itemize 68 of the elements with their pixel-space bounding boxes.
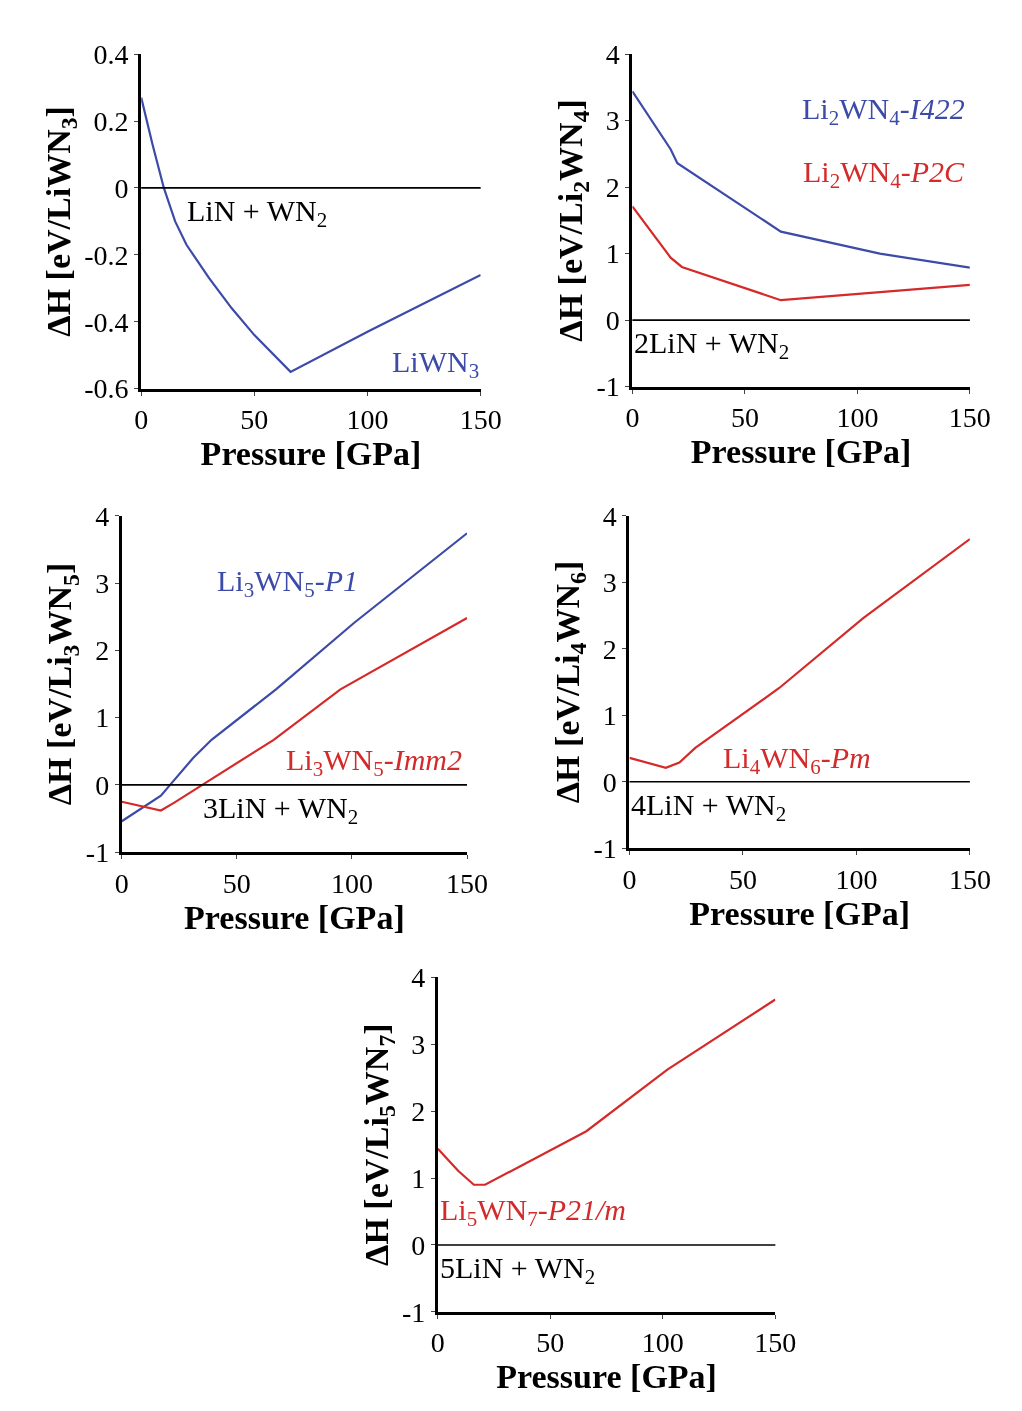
- x-tick-label: 100: [835, 863, 878, 895]
- series-label: Li$_{4}$WN$_{6}$-Pm: [723, 741, 871, 780]
- y-tick-label: 2: [605, 171, 620, 203]
- series-label: Li$_{5}$WN$_{7}$-P21/m: [440, 1193, 626, 1232]
- text: Li$_{2}$WN$_{4}$-P2C: [803, 155, 965, 194]
- y-tick-label: -1: [401, 1296, 426, 1328]
- series-label: Li$_{3}$WN$_{5}$-P1: [217, 564, 358, 603]
- y-tick-label: -0.6: [84, 373, 129, 405]
- x-tick-label: 50: [222, 867, 251, 899]
- y-tick-label: -1: [593, 833, 617, 865]
- y-tick-label: 4: [411, 962, 426, 994]
- ref-line-label: 5LiN + WN$_{2}$: [440, 1251, 596, 1290]
- series-label: Li$_{3}$WN$_{5}$-Imm2: [286, 743, 462, 782]
- x-tick-label: 100: [641, 1327, 684, 1359]
- y-tick-label: 3: [605, 105, 620, 137]
- y-tick-label: 1: [95, 702, 110, 734]
- y-tick-label: 2: [602, 633, 617, 665]
- y-tick-label: 0: [114, 172, 129, 204]
- x-tick-label: 50: [730, 402, 759, 434]
- x-tick-label: 100: [836, 402, 879, 434]
- x-tick-label: 0: [134, 404, 149, 436]
- x-axis-title: Pressure [GPa]: [690, 433, 912, 471]
- y-tick-label: -0.2: [84, 239, 129, 271]
- y-tick-label: 0: [602, 766, 617, 798]
- y-tick-label: 3: [411, 1029, 426, 1061]
- line-series: [632, 90, 970, 269]
- ref-line-label: 3LiN + WN$_{2}$: [203, 791, 359, 830]
- y-tick-label: 0.2: [93, 105, 129, 137]
- x-axis-title: Pressure [GPa]: [200, 435, 422, 473]
- y-tick-label: 3: [602, 567, 617, 599]
- x-tick-label: 100: [346, 404, 389, 436]
- y-tick-label: 0: [411, 1229, 426, 1261]
- line-series: [121, 532, 468, 823]
- x-tick-label: 100: [330, 867, 373, 899]
- x-tick-label: 150: [754, 1327, 797, 1359]
- line-series: [437, 998, 776, 1186]
- x-tick-label: 150: [459, 404, 502, 436]
- y-tick-label: 0: [605, 304, 620, 336]
- series-label: LiWN$_{3}$: [392, 345, 480, 384]
- line-series: [632, 205, 970, 302]
- y-tick-label: 4: [605, 38, 620, 70]
- y-tick-label: 1: [605, 238, 620, 270]
- x-tick-label: 50: [240, 404, 269, 436]
- x-axis-title: Pressure [GPa]: [496, 1358, 717, 1396]
- y-tick-label: 2: [411, 1095, 426, 1127]
- y-tick-label: 2: [95, 635, 110, 667]
- y-tick-label: 4: [602, 500, 617, 532]
- x-tick-label: 150: [948, 863, 991, 895]
- y-tick-label: -1: [596, 371, 620, 403]
- y-tick-label: 1: [411, 1162, 426, 1194]
- ref-line-label: LiN + WN$_{2}$: [187, 194, 328, 233]
- y-tick-label: 4: [95, 500, 110, 532]
- ref-line-label: 2LiN + WN$_{2}$: [634, 326, 790, 365]
- text: Li$_{2}$WN$_{4}$-I422: [802, 92, 965, 131]
- x-axis-title: Pressure [GPa]: [689, 894, 910, 932]
- x-axis-title: Pressure [GPa]: [184, 898, 405, 936]
- ref-line-label: 4LiN + WN$_{2}$: [631, 788, 787, 827]
- x-tick-label: 0: [625, 402, 640, 434]
- x-tick-label: 50: [728, 863, 757, 895]
- x-tick-label: 150: [446, 867, 489, 899]
- y-tick-label: -0.4: [84, 306, 129, 338]
- y-tick-label: 3: [95, 567, 110, 599]
- y-tick-label: 0: [95, 769, 110, 801]
- x-tick-label: 150: [948, 402, 991, 434]
- y-tick-label: -1: [85, 836, 110, 868]
- x-tick-label: 50: [536, 1327, 565, 1359]
- y-tick-label: 1: [602, 700, 617, 732]
- y-tick-label: 0.4: [93, 38, 129, 70]
